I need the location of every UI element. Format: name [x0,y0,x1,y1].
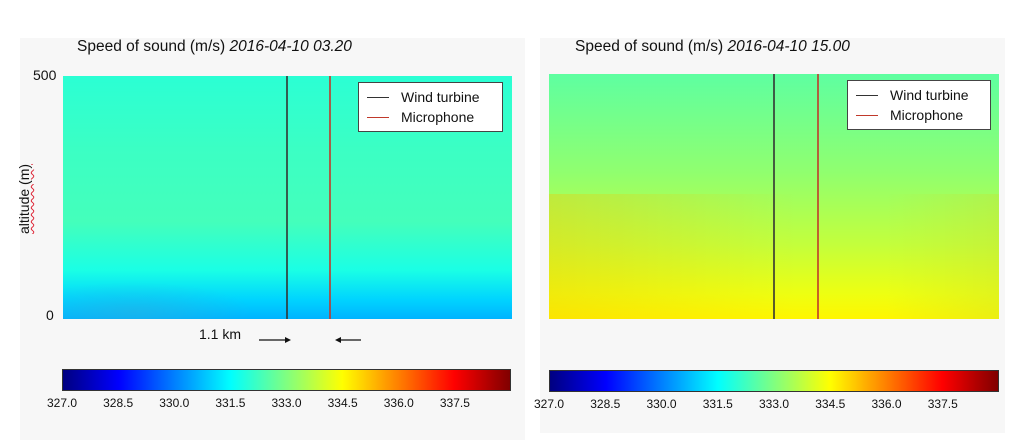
left-legend-label-microphone: Microphone [401,109,475,125]
left-title-text: Speed of sound (m/s) [77,38,226,55]
colorbar-tick-label: 327.0 [533,397,565,411]
right-legend-swatch-wind-turbine [856,94,878,96]
colorbar-tick-label: 333.0 [758,397,790,411]
distance-arrow-right-head [285,337,291,343]
right-legend-swatch-microphone [856,114,878,116]
colorbar-tick-label: 328.5 [103,396,134,410]
left-legend-item-wind-turbine: Wind turbine [367,87,494,107]
left-chart-title: Speed of sound (m/s) 2016-04-10 03.20 [77,38,352,56]
colorbar-tick-label: 330.0 [646,397,677,411]
right-title-text: Speed of sound (m/s) [575,38,724,55]
distance-arrows [259,337,361,343]
left-title-date: 2016-04-10 03.20 [229,38,352,55]
left-colorbar [62,369,511,391]
colorbar-tick-label: 333.0 [271,396,302,410]
right-chart-title: Speed of sound (m/s) 2016-04-10 15.00 [575,38,850,56]
right-colorbar [549,370,999,392]
right-legend-item-microphone: Microphone [856,105,982,125]
right-legend-item-wind-turbine: Wind turbine [856,85,982,105]
distance-annotation: 1.1 km [199,326,241,342]
colorbar-tick-label: 328.5 [590,397,621,411]
right-title-date: 2016-04-10 15.00 [727,38,850,55]
left-legend-label-wind-turbine: Wind turbine [401,89,480,105]
colorbar-tick-label: 336.0 [383,396,414,410]
colorbar-tick-label: 336.0 [871,397,902,411]
colorbar-tick-label: 327.0 [46,396,78,410]
right-legend-label-wind-turbine: Wind turbine [890,87,969,103]
left-ytick-bottom: 0 [46,307,54,323]
left-legend: Wind turbine Microphone [358,82,503,132]
left-y-axis-label: altitude (m) [16,163,32,234]
left-legend-swatch-wind-turbine [367,96,389,98]
distance-arrow-left-head [335,337,341,343]
colorbar-tick-label: 331.5 [215,396,246,410]
colorbar-tick-label: 337.5 [927,397,958,411]
right-legend-label-microphone: Microphone [890,107,964,123]
distance-label: 1.1 km [199,326,242,342]
colorbar-tick-label: 331.5 [702,397,733,411]
colorbar-tick-label: 337.5 [439,396,470,410]
colorbar-tick-label: 334.5 [815,397,846,411]
right-legend: Wind turbine Microphone [847,80,991,130]
colorbar-tick-label: 334.5 [327,396,358,410]
left-ytick-top: 500 [33,67,57,83]
left-legend-item-microphone: Microphone [367,107,494,127]
left-legend-swatch-microphone [367,116,389,118]
left-heatmap-cool-patch [63,282,253,319]
colorbar-tick-label: 330.0 [159,396,190,410]
